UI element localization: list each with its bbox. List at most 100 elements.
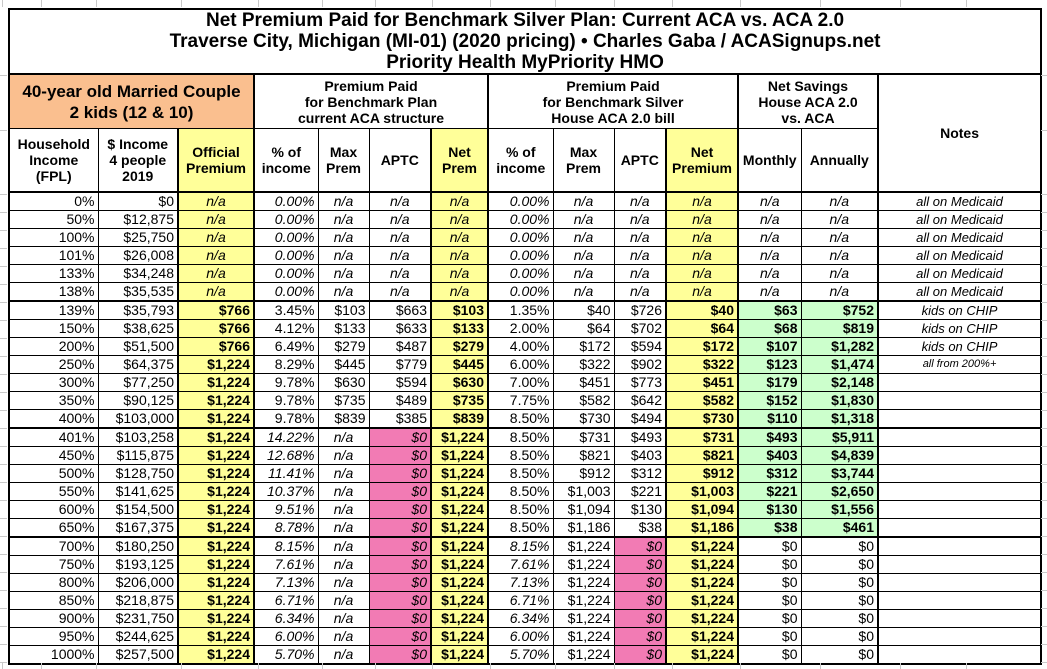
- notes-cell: [876, 536, 1042, 556]
- income-cell: $244,625: [97, 627, 179, 646]
- official-premium-cell: $766: [177, 319, 255, 338]
- savings-monthly-cell: $0: [737, 555, 802, 574]
- aca-aptc-cell: $779: [368, 355, 432, 374]
- gridline-tick: [1041, 374, 1047, 375]
- fpl-cell: 101%: [8, 246, 99, 265]
- fpl-cell: 138%: [8, 282, 99, 302]
- savings-annually-cell: n/a: [800, 264, 879, 283]
- official-premium-cell: n/a: [177, 246, 255, 265]
- aca2-max-prem-cell: n/a: [552, 264, 615, 283]
- savings-monthly-cell: $493: [737, 427, 802, 447]
- savings-annually-cell: n/a: [800, 228, 879, 247]
- gridline-tick: [0, 608, 7, 609]
- savings-monthly-cell: $110: [737, 409, 802, 429]
- aca2-aptc-cell: $312: [613, 464, 667, 483]
- aca-aptc-cell: $0: [368, 464, 432, 483]
- aca-net-prem-cell: $103: [430, 300, 489, 320]
- notes-cell: [876, 373, 1042, 392]
- aca2-max-prem-cell: $1,224: [552, 645, 615, 665]
- gridline-tick: [900, 0, 901, 7]
- aca2-pct-income-cell: 2.00%: [487, 319, 554, 338]
- premium-comparison-table: Net Premium Paid for Benchmark Silver Pl…: [8, 8, 1043, 665]
- column-header-fpl: Household Income (FPL): [8, 128, 99, 193]
- title-line-1: Net Premium Paid for Benchmark Silver Pl…: [205, 10, 845, 31]
- official-premium-cell: $1,224: [177, 609, 255, 628]
- official-premium-cell: $1,224: [177, 500, 255, 519]
- aca2-aptc-cell: n/a: [613, 228, 667, 247]
- aca2-max-prem-cell: $64: [552, 319, 615, 338]
- aca-pct-income-cell: 0.00%: [253, 191, 319, 211]
- aca-pct-income-cell: 6.49%: [253, 337, 319, 356]
- aca-max-prem-cell: n/a: [317, 446, 370, 465]
- table-row: 700% $180,250 $1,224 8.15% n/a $0 $1,224 8.15% $…: [8, 536, 1042, 556]
- savings-monthly-cell: $312: [737, 464, 802, 483]
- savings-annually-cell: $0: [800, 645, 879, 665]
- income-cell: $115,875: [97, 446, 179, 465]
- gridline-tick: [1041, 446, 1047, 447]
- gridline-tick: [1041, 464, 1047, 465]
- gridline-tick: [0, 266, 7, 267]
- aca-aptc-cell: $0: [368, 536, 432, 556]
- gridline-tick: [41, 0, 42, 7]
- gridline-tick: [1041, 608, 1047, 609]
- gridline-tick: [1041, 356, 1047, 357]
- income-cell: $128,750: [97, 464, 179, 483]
- income-cell: $0: [97, 191, 179, 211]
- aca2-max-prem-cell: n/a: [552, 282, 615, 302]
- column-header-savings-monthly: Monthly: [737, 128, 802, 193]
- savings-monthly-cell: $0: [737, 536, 802, 556]
- group-header-net-savings: Net Savings House ACA 2.0 vs. ACA: [737, 73, 879, 129]
- savings-monthly-cell: n/a: [737, 246, 802, 265]
- fpl-cell: 250%: [8, 355, 99, 374]
- savings-monthly-cell: $179: [737, 373, 802, 392]
- aca2-net-premium-cell: $64: [665, 319, 739, 338]
- aca-pct-income-cell: 14.22%: [253, 427, 319, 447]
- gridline-tick: [1041, 500, 1047, 501]
- gridline-tick: [740, 0, 741, 7]
- table-row: 850% $218,875 $1,224 6.71% n/a $0 $1,224 6.71% $…: [8, 591, 1042, 610]
- fpl-cell: 550%: [8, 482, 99, 501]
- group-header-current-aca: Premium Paid for Benchmark Plan current …: [253, 73, 489, 129]
- aca-net-prem-cell: $1,224: [430, 573, 489, 592]
- aca-pct-income-cell: 6.00%: [253, 627, 319, 646]
- fpl-cell: 401%: [8, 427, 99, 447]
- aca-max-prem-cell: n/a: [317, 627, 370, 646]
- fpl-cell: 150%: [8, 319, 99, 338]
- fpl-cell: 950%: [8, 627, 99, 646]
- aca-max-prem-cell: n/a: [317, 573, 370, 592]
- aca2-aptc-cell: $0: [613, 609, 667, 628]
- notes-cell: kids on CHIP: [876, 300, 1042, 320]
- savings-monthly-cell: $152: [737, 391, 802, 410]
- aca-net-prem-cell: n/a: [430, 264, 489, 283]
- aca2-pct-income-cell: 6.34%: [487, 609, 554, 628]
- gridline-tick: [96, 663, 97, 669]
- aca-net-prem-cell: $735: [430, 391, 489, 410]
- notes-cell: [876, 464, 1042, 483]
- table-row: 133% $34,248 n/a 0.00% n/a n/a n/a 0.00% n/a n/a n…: [8, 264, 1042, 283]
- aca-aptc-cell: $487: [368, 337, 432, 356]
- column-header-aca-aptc: APTC: [368, 128, 432, 193]
- aca2-max-prem-cell: $912: [552, 464, 615, 483]
- gridline-tick: [614, 663, 615, 669]
- gridline-tick: [0, 248, 7, 249]
- aca-aptc-cell: $0: [368, 627, 432, 646]
- gridline-tick: [966, 663, 967, 669]
- savings-monthly-cell: $63: [737, 300, 802, 320]
- income-cell: $35,793: [97, 300, 179, 320]
- savings-annually-cell: $0: [800, 609, 879, 628]
- gridline-tick: [1041, 554, 1047, 555]
- aca2-max-prem-cell: $40: [552, 300, 615, 320]
- gridline-tick: [0, 554, 7, 555]
- official-premium-cell: $1,224: [177, 627, 255, 646]
- aca-aptc-cell: $0: [368, 591, 432, 610]
- aca2-net-premium-cell: $1,224: [665, 555, 739, 574]
- aca-pct-income-cell: 6.71%: [253, 591, 319, 610]
- aca-aptc-cell: $0: [368, 609, 432, 628]
- fpl-cell: 200%: [8, 337, 99, 356]
- aca-aptc-cell: $663: [368, 300, 432, 320]
- fpl-cell: 300%: [8, 373, 99, 392]
- income-cell: $26,008: [97, 246, 179, 265]
- aca-max-prem-cell: n/a: [317, 536, 370, 556]
- column-header-savings-annually: Annually: [800, 128, 879, 193]
- aca-pct-income-cell: 0.00%: [253, 264, 319, 283]
